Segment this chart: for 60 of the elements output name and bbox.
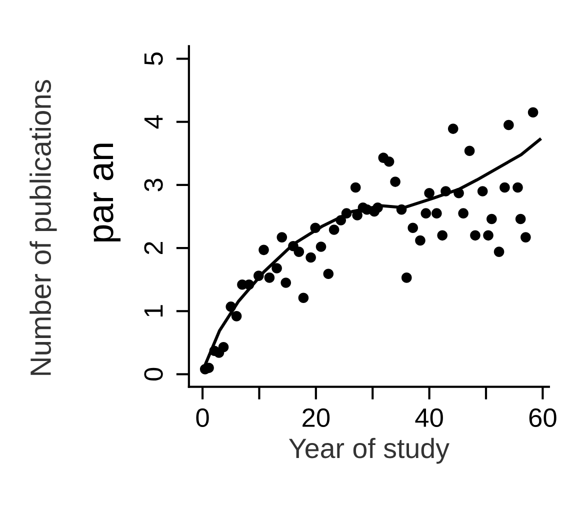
point bbox=[316, 242, 326, 252]
point bbox=[464, 146, 475, 156]
y-tick-label: 3 bbox=[144, 178, 163, 192]
point bbox=[276, 232, 288, 242]
point bbox=[328, 224, 340, 235]
point bbox=[341, 208, 352, 218]
point bbox=[336, 215, 346, 226]
point bbox=[231, 311, 242, 322]
point bbox=[528, 107, 538, 118]
point bbox=[294, 246, 304, 257]
x-axis-title: Year of study bbox=[288, 438, 450, 464]
point bbox=[254, 270, 264, 281]
y-tick-label: 0 bbox=[144, 368, 163, 381]
point bbox=[390, 176, 400, 187]
point bbox=[483, 230, 494, 241]
point bbox=[280, 278, 292, 288]
point bbox=[477, 186, 488, 196]
point bbox=[323, 268, 334, 280]
point bbox=[470, 230, 480, 241]
point bbox=[424, 188, 434, 198]
point bbox=[401, 272, 412, 283]
y-axis-title: Number of publications bbox=[30, 80, 57, 375]
point bbox=[432, 208, 442, 218]
x-tick-label: 0 bbox=[196, 408, 209, 428]
x-tick-label: 60 bbox=[529, 408, 556, 428]
point bbox=[272, 263, 282, 274]
y-tick-label: 2 bbox=[144, 242, 163, 254]
point bbox=[415, 235, 426, 246]
point bbox=[306, 252, 316, 263]
y-tick-label: 5 bbox=[144, 52, 163, 66]
point bbox=[384, 156, 394, 167]
point bbox=[494, 246, 504, 257]
point bbox=[258, 244, 269, 256]
point bbox=[437, 230, 448, 241]
point bbox=[352, 210, 362, 220]
point bbox=[396, 204, 407, 215]
point bbox=[448, 124, 458, 134]
point bbox=[226, 302, 236, 312]
point bbox=[458, 208, 468, 218]
point bbox=[504, 120, 514, 130]
point bbox=[440, 186, 451, 196]
point bbox=[218, 342, 229, 352]
point bbox=[310, 222, 321, 233]
y-tick-label: 4 bbox=[144, 115, 163, 129]
x-tick-label: 40 bbox=[415, 408, 443, 428]
point bbox=[372, 202, 383, 213]
x-tick-label: 20 bbox=[302, 408, 330, 428]
point bbox=[454, 188, 464, 198]
point bbox=[520, 232, 531, 242]
point bbox=[298, 292, 309, 304]
y-tick-label: 1 bbox=[144, 305, 163, 316]
point bbox=[500, 182, 510, 193]
point bbox=[515, 214, 526, 224]
point bbox=[512, 182, 523, 193]
point bbox=[408, 222, 418, 233]
point bbox=[264, 272, 275, 283]
point bbox=[486, 214, 497, 224]
point bbox=[350, 182, 361, 193]
text: par an bbox=[94, 144, 121, 242]
point bbox=[420, 208, 432, 218]
